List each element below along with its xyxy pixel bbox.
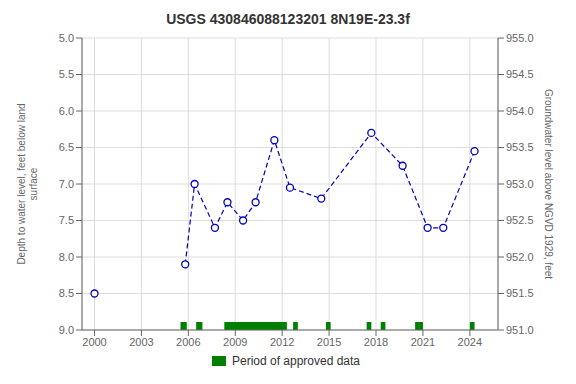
- svg-text:2003: 2003: [129, 336, 153, 348]
- svg-text:5.0: 5.0: [59, 32, 74, 44]
- svg-text:954.0: 954.0: [506, 105, 534, 117]
- svg-text:951.5: 951.5: [506, 287, 534, 299]
- svg-text:Depth to water level, feet bel: Depth to water level, feet below landsur…: [16, 103, 39, 264]
- svg-text:952.5: 952.5: [506, 214, 534, 226]
- svg-text:2009: 2009: [223, 336, 247, 348]
- svg-text:6.0: 6.0: [59, 105, 74, 117]
- svg-text:2006: 2006: [176, 336, 200, 348]
- svg-text:8.0: 8.0: [59, 251, 74, 263]
- svg-text:2012: 2012: [270, 336, 294, 348]
- svg-text:2000: 2000: [82, 336, 106, 348]
- svg-text:5.5: 5.5: [59, 68, 74, 80]
- svg-text:951.0: 951.0: [506, 324, 534, 336]
- svg-text:Groundwater level above NGVD 1: Groundwater level above NGVD 1929, feet: [543, 89, 554, 279]
- svg-text:955.0: 955.0: [506, 32, 534, 44]
- svg-text:952.0: 952.0: [506, 251, 534, 263]
- svg-text:953.5: 953.5: [506, 141, 534, 153]
- html-text:Period of approved data: Period of approved data: [232, 354, 360, 368]
- svg-text:2018: 2018: [364, 336, 388, 348]
- svg-text:2015: 2015: [317, 336, 341, 348]
- svg-text:6.5: 6.5: [59, 141, 74, 153]
- svg-text:7.0: 7.0: [59, 178, 74, 190]
- svg-text:2024: 2024: [458, 336, 482, 348]
- svg-text:7.5: 7.5: [59, 214, 74, 226]
- svg-text:954.5: 954.5: [506, 68, 534, 80]
- html-text:USGS 430846088123201 8N19E-23.: USGS 430846088123201 8N19E-23.3f: [166, 11, 410, 27]
- svg-text:8.5: 8.5: [59, 287, 74, 299]
- svg-text:9.0: 9.0: [59, 324, 74, 336]
- svg-text:2021: 2021: [411, 336, 435, 348]
- svg-text:953.0: 953.0: [506, 178, 534, 190]
